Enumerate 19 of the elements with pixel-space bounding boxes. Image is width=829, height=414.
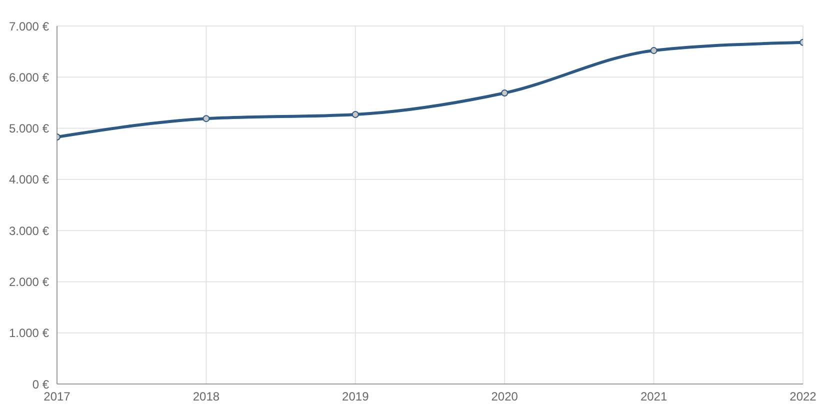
x-tick-label: 2022 [790, 390, 817, 404]
y-tick-label: 1.000 € [8, 326, 50, 340]
x-tick-label: 2018 [192, 390, 220, 404]
y-tick-label: 0 € [32, 377, 50, 392]
x-tick-label: 2020 [491, 390, 518, 404]
x-tick-label: 2021 [640, 390, 668, 404]
y-tick-label: 4.000 € [8, 172, 50, 187]
y-tick-label: 6.000 € [8, 70, 50, 84]
line-series [57, 38, 803, 140]
x-tick-label: 2019 [342, 390, 370, 404]
point [202, 115, 210, 122]
y-tick-label: 2.000 € [8, 274, 50, 289]
point [650, 47, 658, 54]
y-tick-label: 5.000 € [8, 122, 50, 136]
point [352, 110, 359, 118]
x-tick-label: 2017 [44, 390, 71, 404]
point [501, 89, 508, 96]
y-tick-label: 7.000 € [8, 19, 50, 34]
y-tick-label: 3.000 € [8, 224, 50, 238]
